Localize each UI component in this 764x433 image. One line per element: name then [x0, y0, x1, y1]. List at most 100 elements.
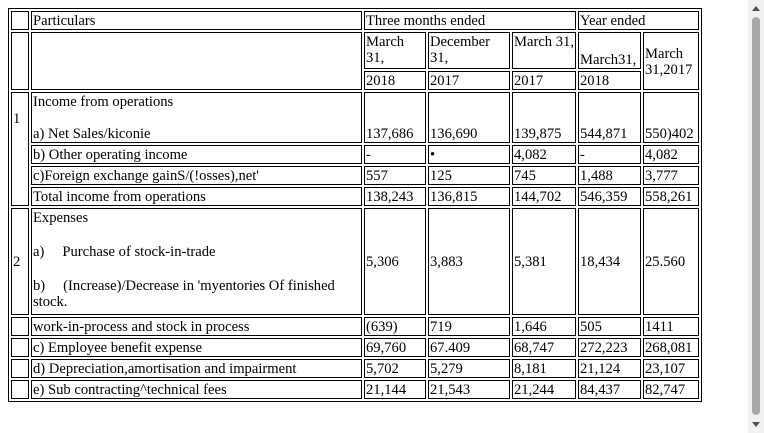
table-row-net-sales: 1 Income from operations a) Net Sales/ki…	[11, 92, 699, 206]
header-row-periods: Particulars Three months ended Year ende…	[11, 11, 699, 30]
table-cell: 268,081	[643, 338, 699, 357]
header-blank-cell	[11, 11, 29, 30]
row-label: Expenses a) Purchase of stock-in-trade b)…	[31, 208, 362, 315]
table-cell: 68,747	[512, 338, 576, 357]
section-heading: Income from operations	[33, 94, 174, 110]
table-cell: 137,686	[364, 92, 426, 143]
header-col1-month: March 31,	[364, 32, 426, 69]
header-col4-year: 2018	[578, 71, 641, 90]
table-cell: 138,243	[364, 187, 426, 206]
table-cell: -	[578, 145, 641, 164]
header-blank-cell	[11, 32, 29, 90]
table-cell: 1411	[643, 317, 699, 336]
row-number-cell	[11, 317, 29, 336]
header-particulars: Particulars	[31, 11, 362, 30]
table-cell: 21,543	[428, 380, 510, 399]
header-col5-date: March 31,2017	[643, 32, 699, 90]
row-label: c) Employee benefit expense	[31, 338, 362, 357]
row-label: b) Other operating income	[31, 145, 362, 164]
financial-results-table: Particulars Three months ended Year ende…	[8, 8, 702, 402]
table-cell: 21,124	[578, 359, 641, 378]
row-number-cell	[11, 380, 29, 399]
table-cell: 82,747	[643, 380, 699, 399]
table-cell: 5,306	[364, 208, 426, 315]
scroll-down-arrow-icon[interactable]	[752, 422, 760, 427]
header-year-ended: Year ended	[578, 11, 699, 30]
table-cell: 21,244	[512, 380, 576, 399]
table-cell: 544,871	[578, 92, 641, 143]
table-cell: -	[364, 145, 426, 164]
header-col2-month: December 31,	[428, 32, 510, 69]
row-label: d) Depreciation,amortisation and impairm…	[31, 359, 362, 378]
table-row-expenses: 2 Expenses a) Purchase of stock-in-trade …	[11, 208, 699, 315]
row-label: work-in-process and stock in process	[31, 317, 362, 336]
table-cell: 546,359	[578, 187, 641, 206]
header-col4-month: March31,	[578, 32, 641, 69]
table-cell: 8,181	[512, 359, 576, 378]
table-cell: 1,646	[512, 317, 576, 336]
document-viewport: Particulars Three months ended Year ende…	[8, 8, 702, 402]
table-cell: 3,777	[643, 166, 699, 185]
row-label-text: Purchase of stock-in-trade	[62, 244, 216, 260]
section-number: 1	[11, 92, 29, 206]
table-cell: 144,702	[512, 187, 576, 206]
table-cell: •	[428, 145, 510, 164]
table-cell: 25.560	[643, 208, 699, 315]
table-cell: 125	[428, 166, 510, 185]
row-label: Total income from operations	[31, 187, 362, 206]
header-col3-month: March 31,	[512, 32, 576, 69]
row-number-cell	[11, 338, 29, 357]
row-label-text: (Increase)/Decrease in 'myentories Of fi…	[33, 278, 335, 310]
header-row-dates: March 31, December 31, March 31, March31…	[11, 32, 699, 90]
table-cell: 139,875	[512, 92, 576, 143]
table-row: work-in-process and stock in process (63…	[11, 317, 699, 336]
table-cell: 21,144	[364, 380, 426, 399]
table-cell: 5,381	[512, 208, 576, 315]
row-label: c)Foreign exchange gainS/(!osses),net'	[31, 166, 362, 185]
row-label-text: a) Net Sales/kiconie	[33, 126, 151, 142]
table-row: d) Depreciation,amortisation and impairm…	[11, 359, 699, 378]
table-cell: 558,261	[643, 187, 699, 206]
table-row-total: Total income from operations 138,243 136…	[11, 187, 699, 206]
table-cell: 1,488	[578, 166, 641, 185]
header-col1-year: 2018	[364, 71, 426, 90]
row-label: e) Sub contracting^technical fees	[31, 380, 362, 399]
table-cell: 272,223	[578, 338, 641, 357]
table-cell: 136,815	[428, 187, 510, 206]
header-blank-cell	[31, 32, 362, 90]
row-label: Income from operations a) Net Sales/kico…	[31, 92, 362, 143]
scrollbar-thumb[interactable]	[752, 17, 760, 415]
section-heading: Expenses	[33, 210, 89, 226]
table-cell: 550)402	[643, 92, 699, 143]
table-row: e) Sub contracting^technical fees 21,144…	[11, 380, 699, 399]
table-row: b) Other operating income - • 4,082 - 4,…	[11, 145, 699, 164]
row-number-cell	[11, 359, 29, 378]
table-cell: 4,082	[643, 145, 699, 164]
table-cell: 5,702	[364, 359, 426, 378]
section-number: 2	[11, 208, 29, 315]
vertical-scrollbar[interactable]	[748, 0, 764, 433]
table-cell: 719	[428, 317, 510, 336]
table-cell: 67.409	[428, 338, 510, 357]
table-cell: 4,082	[512, 145, 576, 164]
table-cell: (639)	[364, 317, 426, 336]
table-cell: 3,883	[428, 208, 510, 315]
table-row: c)Foreign exchange gainS/(!osses),net' 5…	[11, 166, 699, 185]
table-cell: 18,434	[578, 208, 641, 315]
table-cell: 23,107	[643, 359, 699, 378]
table-cell: 136,690	[428, 92, 510, 143]
scroll-up-arrow-icon[interactable]	[752, 6, 760, 11]
table-cell: 5,279	[428, 359, 510, 378]
item-prefix: a)	[33, 244, 45, 260]
table-cell: 505	[578, 317, 641, 336]
item-prefix: b)	[33, 278, 46, 294]
header-row-years: 2018 2017 2017 2018	[11, 71, 699, 90]
table-row: c) Employee benefit expense 69,760 67.40…	[11, 338, 699, 357]
header-col2-year: 2017	[428, 71, 510, 90]
table-cell: 69,760	[364, 338, 426, 357]
header-col3-year: 2017	[512, 71, 576, 90]
table-cell: 557	[364, 166, 426, 185]
table-cell: 84,437	[578, 380, 641, 399]
header-three-months-ended: Three months ended	[364, 11, 576, 30]
table-cell: 745	[512, 166, 576, 185]
